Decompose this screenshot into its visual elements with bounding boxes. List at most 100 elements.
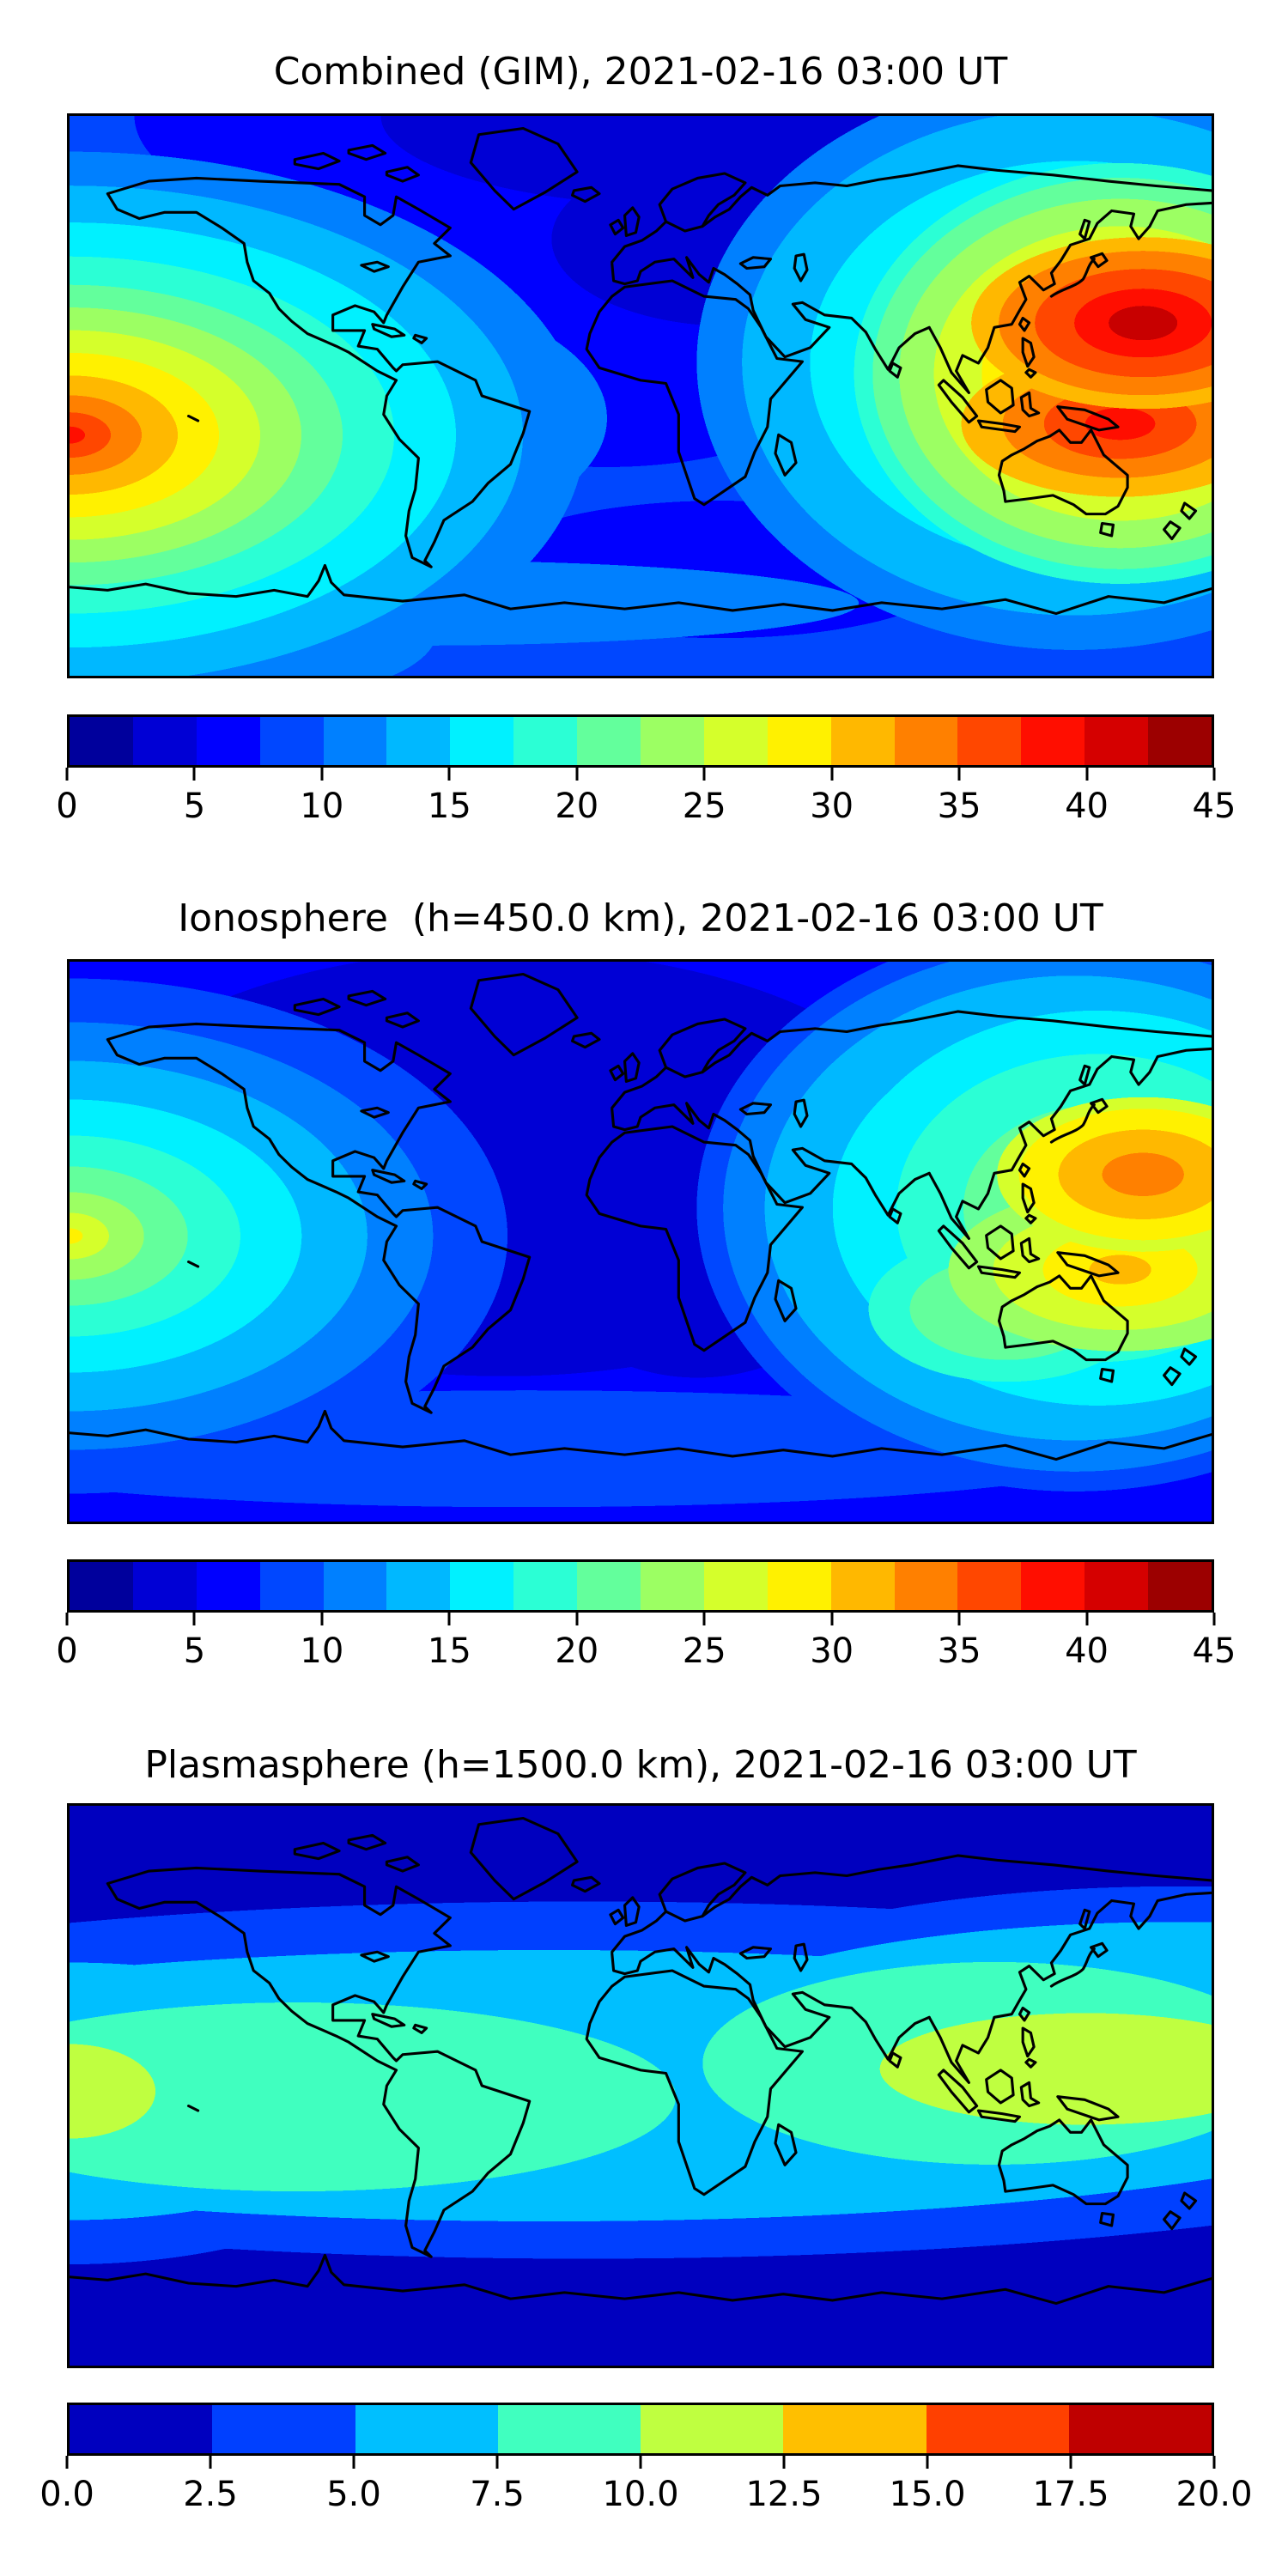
colorbar-tick-label: 20.0 [1176, 2475, 1253, 2514]
colorbar-combined [67, 714, 1214, 768]
colorbar-segment [259, 1562, 324, 1610]
colorbar-tick-label: 0 [56, 787, 78, 826]
colorbar-segment [323, 1562, 387, 1610]
colorbar-tick-mark [957, 768, 961, 781]
colorbar-segment [957, 717, 1022, 765]
colorbar-tick-mark [702, 1613, 706, 1625]
colorbar-tick-label: 40 [1065, 787, 1109, 826]
colorbar-segment [830, 1562, 895, 1610]
colorbar-wrap-combined: 0 5 10 15 20 25 30 35 40 45 [56, 714, 1236, 843]
colorbar-segment [577, 1562, 641, 1610]
colorbar-tick-mark [352, 2456, 355, 2469]
colorbar-segment [1148, 717, 1212, 765]
colorbar-segment [1021, 717, 1085, 765]
colorbar-tick-mark [926, 2456, 929, 2469]
colorbar-tick-mark [320, 768, 324, 781]
colorbar-tick-mark [639, 2456, 642, 2469]
colorbar-tick-label: 17.5 [1032, 2475, 1109, 2514]
colorbar-segment [1148, 1562, 1212, 1610]
colorbar-segment [1068, 2405, 1212, 2453]
colorbar-segment [926, 2405, 1069, 2453]
colorbar-tick-mark [1212, 2456, 1216, 2469]
colorbar-tick-label: 10.0 [602, 2475, 679, 2514]
colorbar-segment [450, 1562, 514, 1610]
colorbar-tick-mark [957, 1613, 961, 1625]
colorbar-tick-mark [192, 1613, 196, 1625]
colorbar-tick-mark [830, 1613, 834, 1625]
colorbar-segment [703, 717, 768, 765]
panel-title-combined: Combined (GIM), 2021-02-16 03:00 UT [273, 50, 1008, 94]
colorbar-segment [894, 1562, 958, 1610]
colorbar-plasmasphere [67, 2403, 1214, 2456]
colorbar-tick-label: 5 [183, 787, 206, 826]
colorbar-tick-label: 20 [555, 787, 599, 826]
colorbar-segment [577, 717, 641, 765]
colorbar-tick-mark [65, 1613, 69, 1625]
colorbar-tick-mark [209, 2456, 212, 2469]
colorbar-segment [132, 1562, 197, 1610]
colorbar-tick-mark [575, 768, 579, 781]
colorbar-tick-label: 15 [427, 787, 471, 826]
colorbar-segment [1084, 717, 1149, 765]
colorbar-segment [450, 717, 514, 765]
colorbar-tick-label: 0 [56, 1631, 78, 1671]
colorbar-segment [212, 2405, 355, 2453]
colorbar-tick-mark [447, 1613, 451, 1625]
colorbar-segment [641, 717, 704, 765]
colorbar-segment [386, 717, 451, 765]
colorbar-tick-mark [447, 768, 451, 781]
panel-title-ionosphere: Ionosphere (h=450.0 km), 2021-02-16 03:0… [178, 896, 1103, 940]
colorbar-tick-label: 30 [810, 1631, 854, 1671]
colorbar-tick-label: 30 [810, 787, 854, 826]
panel-title-plasmasphere: Plasmasphere (h=1500.0 km), 2021-02-16 0… [144, 1743, 1137, 1787]
colorbar-tick-mark [702, 768, 706, 781]
colorbar-segment [767, 717, 831, 765]
colorbar-tick-mark [192, 768, 196, 781]
colorbar-segment [513, 717, 578, 765]
colorbar-segment [497, 2405, 641, 2453]
colorbar-tick-mark [1212, 1613, 1216, 1625]
colorbar-segment [70, 1562, 133, 1610]
colorbar-tick-label: 40 [1065, 1631, 1109, 1671]
colorbar-tick-mark [782, 2456, 786, 2469]
colorbar-segment [132, 717, 197, 765]
colorbar-segment [641, 1562, 704, 1610]
colorbar-segment [894, 717, 958, 765]
colorbar-wrap-plasmasphere: 0.0 2.5 5.0 7.5 10.0 12.5 15.0 17.5 20.0 [39, 2403, 1253, 2531]
colorbar-tick-label: 10 [300, 787, 344, 826]
colorbar-tick-mark [1085, 1613, 1089, 1625]
colorbar-tick-mark [495, 2456, 499, 2469]
colorbar-tick-label: 5 [183, 1631, 206, 1671]
colorbar-tick-mark [1069, 2456, 1072, 2469]
colorbar-tick-label: 35 [937, 787, 981, 826]
colorbar-tick-mark [1212, 768, 1216, 781]
colorbar-tick-label: 25 [682, 1631, 726, 1671]
colorbar-segment [1021, 1562, 1085, 1610]
colorbar-tick-label: 20 [555, 1631, 599, 1671]
colorbar-ionosphere [67, 1559, 1214, 1613]
colorbar-tick-mark [65, 768, 69, 781]
colorbar-tick-label: 35 [937, 1631, 981, 1671]
coastline-overlay [70, 972, 1212, 1461]
colorbar-tick-mark [575, 1613, 579, 1625]
colorbar-tick-label: 10 [300, 1631, 344, 1671]
colorbar-segment [957, 1562, 1022, 1610]
colorbar-tick-label: 45 [1192, 787, 1236, 826]
colorbar-tick-label: 15.0 [889, 2475, 966, 2514]
map-ionosphere [67, 959, 1214, 1524]
colorbar-segment [1084, 1562, 1149, 1610]
colorbar-tick-label: 12.5 [745, 2475, 823, 2514]
colorbar-tick-mark [320, 1613, 324, 1625]
colorbar-segment [70, 2405, 213, 2453]
colorbar-segment [196, 1562, 260, 1610]
colorbar-segment [70, 717, 133, 765]
colorbar-segment [196, 717, 260, 765]
colorbar-tick-label: 0.0 [39, 2475, 94, 2514]
colorbar-segment [703, 1562, 768, 1610]
colorbar-wrap-ionosphere: 0 5 10 15 20 25 30 35 40 45 [56, 1559, 1236, 1688]
colorbar-tick-label: 2.5 [183, 2475, 238, 2514]
colorbar-segment [767, 1562, 831, 1610]
colorbar-segment [386, 1562, 451, 1610]
colorbar-segment [513, 1562, 578, 1610]
